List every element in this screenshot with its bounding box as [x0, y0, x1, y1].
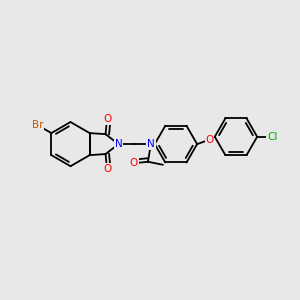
Text: O: O [130, 158, 138, 168]
Text: O: O [103, 164, 111, 174]
Text: Br: Br [32, 120, 43, 130]
Text: N: N [147, 139, 155, 149]
Text: O: O [206, 135, 214, 145]
Text: O: O [103, 115, 111, 124]
Text: Cl: Cl [267, 132, 278, 142]
Text: N: N [115, 139, 122, 149]
